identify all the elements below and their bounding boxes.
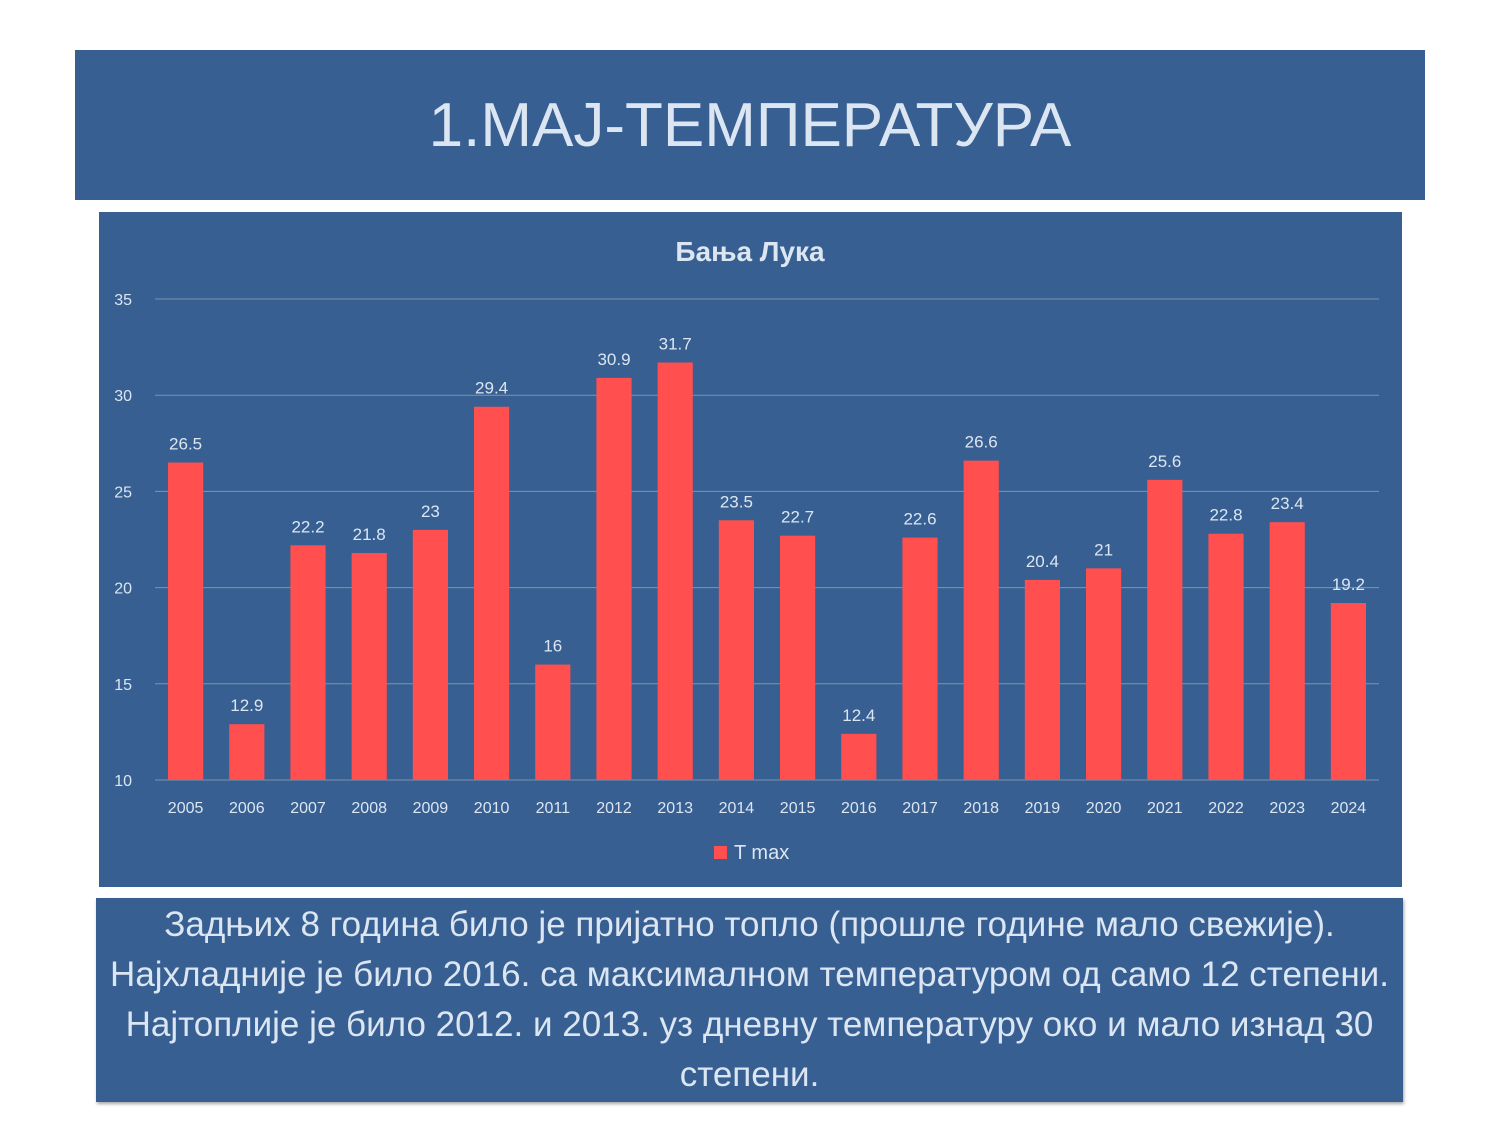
- bar: [351, 552, 387, 780]
- data-label: 25.6: [1148, 452, 1181, 471]
- x-tick-label: 2023: [1269, 800, 1305, 817]
- x-tick-label: 2009: [413, 800, 449, 817]
- data-label: 20.4: [1026, 552, 1059, 571]
- bar: [1024, 579, 1060, 780]
- x-tick-label: 2006: [229, 800, 265, 817]
- bar: [1208, 533, 1244, 780]
- y-tick-label: 15: [114, 677, 132, 694]
- bar: [1147, 479, 1183, 780]
- y-tick-label: 20: [114, 581, 132, 598]
- bar: [718, 520, 754, 780]
- data-label: 21.8: [353, 525, 386, 544]
- y-tick-label: 30: [114, 388, 132, 405]
- data-label: 12.4: [842, 706, 875, 725]
- x-tick-label: 2016: [841, 800, 877, 817]
- data-label: 23.5: [720, 492, 753, 511]
- data-label: 26.6: [965, 433, 998, 452]
- x-tick-label: 2019: [1025, 800, 1061, 817]
- data-label: 22.6: [903, 510, 936, 529]
- legend-swatch: [714, 846, 727, 859]
- data-label: 22.7: [781, 508, 814, 527]
- x-tick-label: 2010: [474, 800, 510, 817]
- bar: [168, 462, 204, 780]
- x-tick-label: 2005: [168, 800, 204, 817]
- legend: T max: [714, 842, 789, 864]
- data-label: 12.9: [230, 696, 263, 715]
- bar: [474, 406, 510, 780]
- x-axis-ticks: 2005 2006 2007 2008 2009 2010 2011 2012 2013 2014…: [168, 800, 1366, 817]
- bar: [535, 664, 571, 780]
- x-tick-label: 2015: [780, 800, 816, 817]
- bar: [841, 733, 877, 780]
- data-label: 23: [421, 502, 440, 521]
- data-label: 23.4: [1271, 494, 1304, 513]
- x-tick-label: 2013: [657, 800, 693, 817]
- data-label: 26.5: [169, 435, 202, 454]
- x-tick-label: 2024: [1331, 800, 1367, 817]
- y-axis-ticks: 10 15 20 25 30 35: [114, 292, 132, 790]
- data-label: 19.2: [1332, 575, 1365, 594]
- y-tick-label: 25: [114, 484, 132, 501]
- data-label: 31.7: [659, 334, 692, 353]
- bar: [657, 362, 693, 780]
- caption-text: Задњих 8 година било је пријатно топло (…: [110, 905, 1389, 1094]
- data-labels: 26.5 12.9 22.2 21.8 23 29.4 16 30.9 31.7 23.5 22.7…: [169, 334, 1365, 724]
- title-banner: 1.МАЈ-ТЕМПЕРАТУРА: [75, 50, 1425, 200]
- data-label: 22.2: [291, 517, 324, 536]
- slide-title: 1.МАЈ-ТЕМПЕРАТУРА: [428, 90, 1072, 160]
- bar: [1086, 568, 1122, 780]
- x-tick-label: 2008: [351, 800, 387, 817]
- x-tick-label: 2012: [596, 800, 632, 817]
- x-tick-label: 2020: [1086, 800, 1122, 817]
- bar: [290, 545, 326, 780]
- data-label: 16: [543, 637, 562, 656]
- chart-title: Бања Лука: [675, 236, 825, 267]
- bar: [1330, 602, 1366, 780]
- legend-label: T max: [734, 842, 789, 864]
- bar: [902, 537, 938, 780]
- bar: [596, 377, 632, 780]
- data-label: 22.8: [1209, 506, 1242, 525]
- data-label: 29.4: [475, 379, 508, 398]
- chart-panel: Бања Лука 10 15 20 25 30 35 26.5 12.9 22.2 21.8 2…: [99, 212, 1402, 887]
- x-tick-label: 2021: [1147, 800, 1183, 817]
- x-tick-label: 2017: [902, 800, 938, 817]
- bar: [963, 460, 999, 780]
- bars: [168, 362, 1366, 780]
- x-tick-label: 2014: [719, 800, 755, 817]
- x-tick-label: 2018: [963, 800, 999, 817]
- x-tick-label: 2022: [1208, 800, 1244, 817]
- bar: [1269, 522, 1305, 780]
- bar: [780, 535, 816, 780]
- x-tick-label: 2007: [290, 800, 326, 817]
- bar: [412, 529, 448, 780]
- bar: [229, 724, 265, 780]
- y-tick-label: 35: [114, 292, 132, 309]
- data-label: 30.9: [597, 350, 630, 369]
- caption-panel: Задњих 8 година било је пријатно топло (…: [96, 898, 1403, 1102]
- x-tick-label: 2011: [536, 800, 571, 817]
- y-tick-label: 10: [114, 773, 132, 790]
- gridlines: [155, 298, 1379, 781]
- data-label: 21: [1094, 540, 1113, 559]
